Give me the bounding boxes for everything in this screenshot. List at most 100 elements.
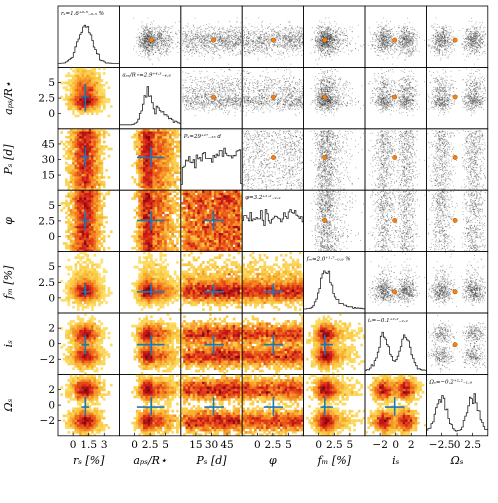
scatter-point: [285, 38, 287, 40]
scatter-point: [391, 43, 393, 45]
scatter-point: [277, 31, 279, 33]
scatter-point: [445, 40, 446, 42]
scatter-point: [148, 36, 150, 38]
scatter-point: [188, 45, 189, 47]
scatter-point: [143, 47, 145, 49]
scatter-point: [295, 49, 297, 51]
scatter-point: [279, 41, 281, 43]
scatter-point: [217, 40, 219, 41]
scatter-point: [155, 27, 157, 29]
scatter-point: [302, 34, 304, 35]
scatter-point: [249, 34, 251, 36]
scatter-point: [468, 47, 470, 48]
scatter-point: [166, 39, 167, 41]
scatter-point: [400, 47, 402, 49]
scatter-point: [166, 42, 167, 44]
scatter-point: [150, 45, 152, 47]
scatter-point: [266, 53, 268, 55]
scatter-point: [337, 43, 339, 45]
scatter-point: [469, 33, 471, 35]
scatter-point: [397, 49, 399, 51]
scatter-point: [262, 42, 264, 43]
scatter-point: [273, 33, 275, 35]
scatter-point: [294, 44, 295, 46]
scatter-point: [436, 37, 438, 39]
scatter-point: [212, 33, 214, 34]
scatter-point: [281, 54, 283, 56]
scatter-point: [161, 40, 163, 42]
scatter-point: [280, 33, 282, 35]
scatter-point: [263, 33, 265, 35]
scatter-point: [321, 44, 322, 46]
scatter-point: [345, 29, 347, 31]
scatter-point: [323, 43, 325, 45]
scatter-point: [175, 33, 176, 34]
scatter-point: [339, 39, 341, 41]
scatter-point: [330, 36, 332, 38]
scatter-point: [229, 35, 231, 36]
scatter-point: [252, 40, 254, 42]
scatter-point: [338, 27, 339, 29]
scatter-point: [236, 39, 238, 41]
scatter-point: [159, 38, 160, 40]
scatter-point: [333, 30, 334, 31]
scatter-point: [361, 46, 363, 48]
scatter-point: [447, 41, 448, 43]
scatter-point: [445, 54, 447, 56]
scatter-point: [337, 43, 339, 45]
scatter-point: [437, 38, 439, 40]
scatter-point: [209, 48, 211, 50]
scatter-point: [259, 37, 261, 39]
scatter-point: [138, 43, 140, 45]
scatter-point: [474, 31, 476, 33]
scatter-point: [161, 42, 162, 44]
scatter-point: [476, 51, 478, 53]
scatter-point: [153, 37, 155, 38]
scatter-point: [446, 44, 448, 46]
scatter-point: [379, 40, 381, 42]
scatter-point: [436, 40, 437, 41]
scatter-point: [413, 36, 415, 38]
scatter-point: [282, 38, 284, 40]
scatter-point: [382, 35, 383, 37]
scatter-point: [461, 44, 463, 46]
scatter-point: [195, 47, 196, 49]
scatter-point: [174, 22, 176, 24]
scatter-point: [199, 42, 201, 43]
scatter-point: [273, 31, 275, 32]
scatter-point: [231, 50, 233, 52]
scatter-point: [431, 34, 433, 36]
scatter-point: [170, 32, 172, 33]
scatter-point: [408, 47, 410, 49]
scatter-point: [410, 47, 412, 49]
scatter-point: [414, 33, 415, 34]
scatter-point: [347, 45, 348, 47]
scatter-point: [316, 42, 318, 44]
scatter-point: [262, 20, 263, 22]
scatter-point: [146, 45, 148, 46]
scatter-point: [153, 46, 155, 48]
scatter-point: [156, 34, 158, 36]
scatter-point: [410, 44, 412, 46]
scatter-point: [327, 28, 329, 30]
scatter-point: [273, 34, 275, 36]
scatter-point: [381, 49, 383, 51]
scatter-point: [332, 32, 334, 34]
scatter-point: [238, 30, 240, 31]
scatter-point: [143, 34, 145, 35]
scatter-point: [255, 48, 256, 49]
scatter-point: [144, 45, 145, 46]
scatter-point: [257, 51, 259, 52]
scatter-point: [246, 43, 248, 45]
scatter-point: [244, 51, 246, 53]
scatter-point: [264, 42, 265, 44]
scatter-point: [388, 43, 390, 45]
scatter-point: [330, 56, 331, 57]
scatter-point: [210, 41, 211, 42]
scatter-point: [245, 52, 246, 54]
scatter-point: [326, 45, 328, 47]
scatter-point: [441, 44, 443, 46]
scatter-point: [164, 45, 166, 47]
scatter-point: [152, 44, 154, 46]
scatter-point: [243, 26, 244, 28]
